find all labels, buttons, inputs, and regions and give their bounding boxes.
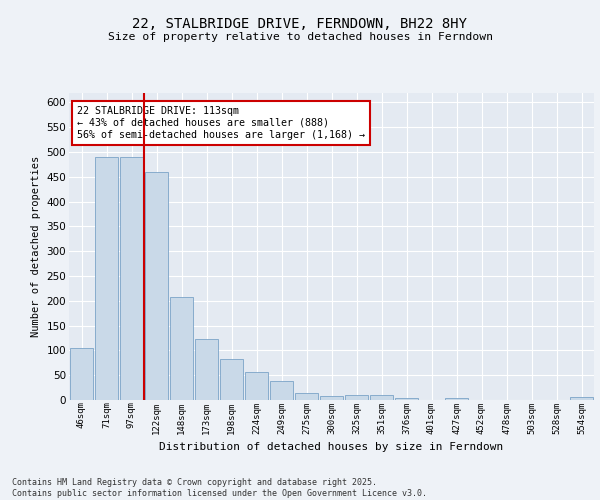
Bar (145, 172, 168, 400)
Bar (370, 394, 393, 400)
Bar (320, 396, 343, 400)
Text: Contains HM Land Registry data © Crown copyright and database right 2025.
Contai: Contains HM Land Registry data © Crown c… (12, 478, 427, 498)
Text: 22 STALBRIDGE DRIVE: 113sqm
← 43% of detached houses are smaller (888)
56% of se: 22 STALBRIDGE DRIVE: 113sqm ← 43% of det… (77, 106, 365, 140)
Bar (395, 398, 418, 400)
Bar (445, 398, 468, 400)
X-axis label: Distribution of detached houses by size in Ferndown: Distribution of detached houses by size … (160, 442, 503, 452)
Text: 22, STALBRIDGE DRIVE, FERNDOWN, BH22 8HY: 22, STALBRIDGE DRIVE, FERNDOWN, BH22 8HY (133, 18, 467, 32)
Bar (70, 348, 93, 400)
Bar (270, 381, 293, 400)
Bar (345, 395, 368, 400)
Bar (195, 340, 218, 400)
Bar (295, 393, 318, 400)
Y-axis label: Number of detached properties: Number of detached properties (31, 156, 41, 337)
Bar (95, 157, 118, 400)
Bar (245, 372, 268, 400)
Bar (120, 157, 143, 400)
Bar (170, 298, 193, 400)
Bar (220, 360, 243, 400)
Text: Size of property relative to detached houses in Ferndown: Size of property relative to detached ho… (107, 32, 493, 42)
Bar (570, 397, 593, 400)
